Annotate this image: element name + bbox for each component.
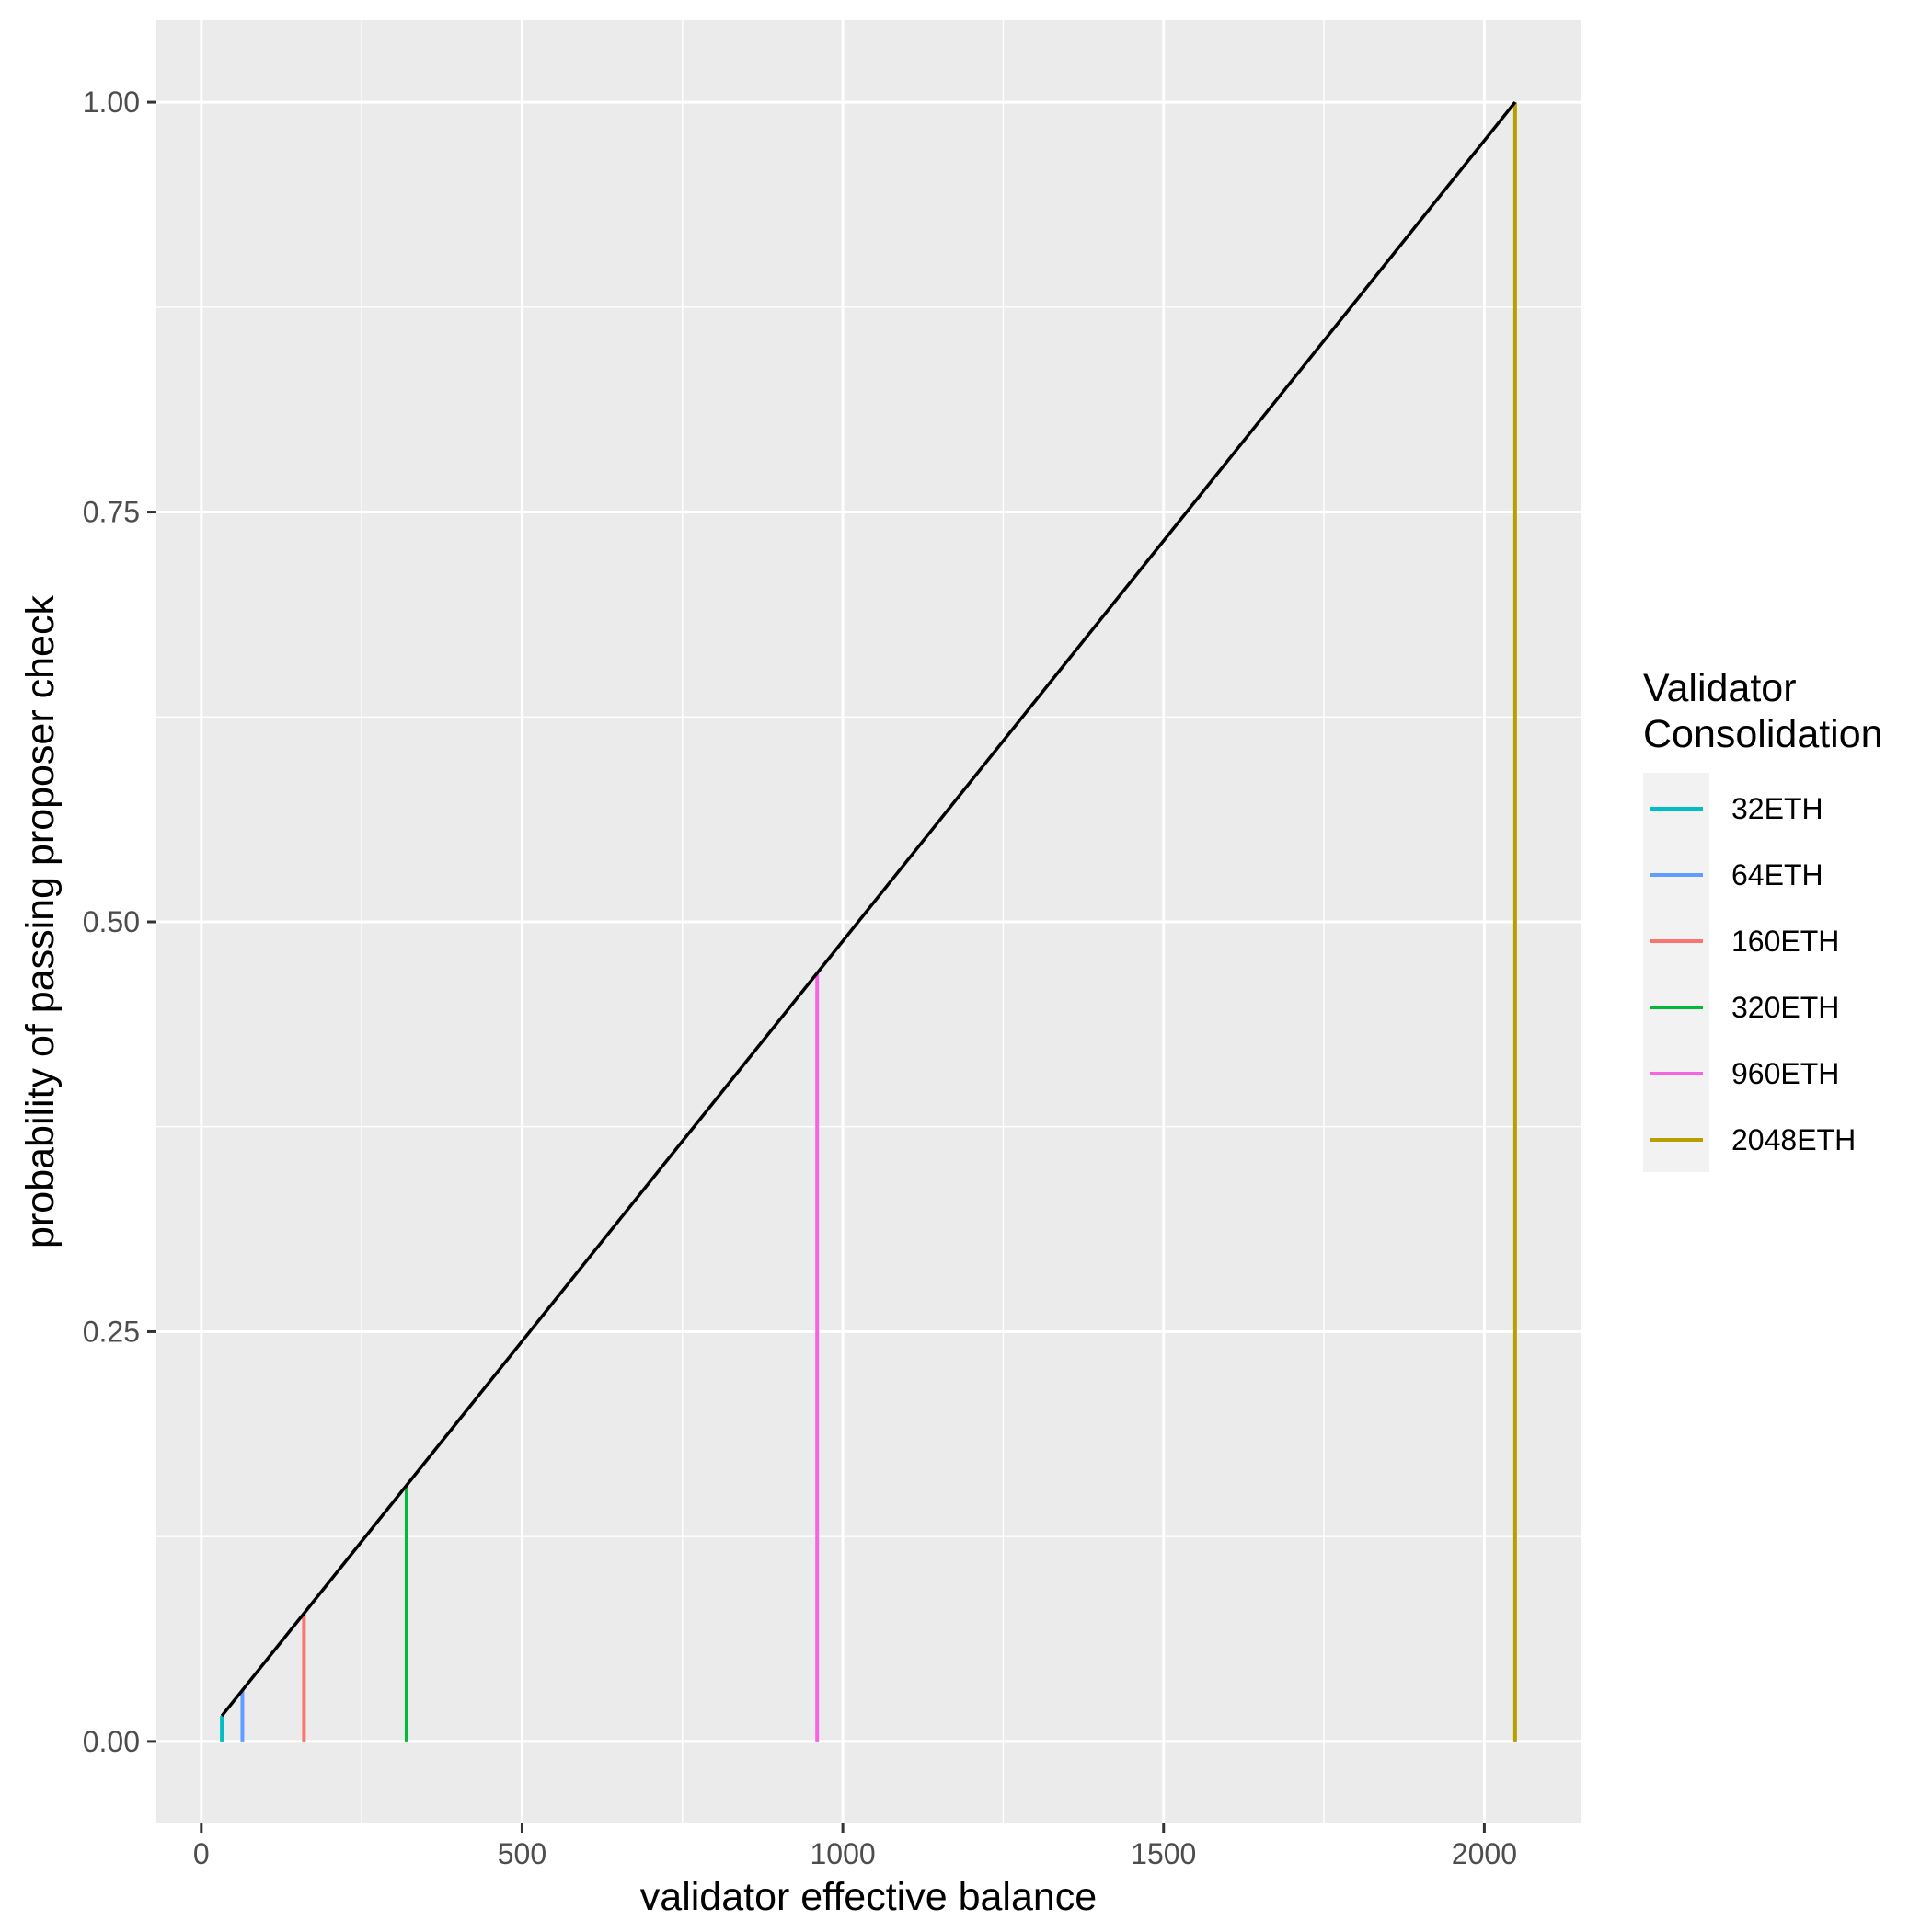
x-tick-label: 1500 — [1131, 1837, 1196, 1870]
legend-title-line-1: Validator — [1643, 666, 1797, 710]
x-tick-label: 500 — [498, 1837, 546, 1870]
major-gridlines — [156, 20, 1581, 1823]
legend: Validator Consolidation 32ETH 64ETH 160ETH… — [1643, 666, 1883, 1172]
y-tick-label: 0.25 — [83, 1315, 140, 1348]
probability-line — [220, 100, 1517, 1718]
x-axis: 0 500 1000 1500 2000 — [193, 1823, 1517, 1870]
x-tick-label: 0 — [193, 1837, 210, 1870]
y-axis-title: probability of passing proposer check — [18, 595, 63, 1248]
legend-label-160eth: 160ETH — [1731, 925, 1839, 958]
y-tick-label: 1.00 — [83, 86, 140, 119]
legend-items: 32ETH 64ETH 160ETH 320ETH 960ETH 2048ETH — [1650, 792, 1856, 1156]
y-tick-label: 0.00 — [83, 1725, 140, 1758]
x-tick-label: 1000 — [811, 1837, 876, 1870]
legend-title-line-2: Consolidation — [1643, 712, 1883, 756]
main-probability-line — [220, 100, 1517, 1718]
legend-key-background — [1643, 773, 1709, 1172]
x-axis-title: validator effective balance — [640, 1875, 1097, 1919]
y-tick-label: 0.50 — [83, 905, 140, 938]
legend-label-32eth: 32ETH — [1731, 792, 1823, 825]
legend-label-64eth: 64ETH — [1731, 858, 1823, 891]
legend-label-2048eth: 2048ETH — [1731, 1123, 1856, 1156]
y-axis: 0.00 0.25 0.50 0.75 1.00 — [83, 86, 156, 1758]
y-tick-label: 0.75 — [83, 496, 140, 529]
legend-label-960eth: 960ETH — [1731, 1057, 1839, 1090]
legend-label-320eth: 320ETH — [1731, 991, 1839, 1024]
x-tick-label: 2000 — [1452, 1837, 1517, 1870]
consolidation-drop-lines — [220, 102, 1517, 1742]
